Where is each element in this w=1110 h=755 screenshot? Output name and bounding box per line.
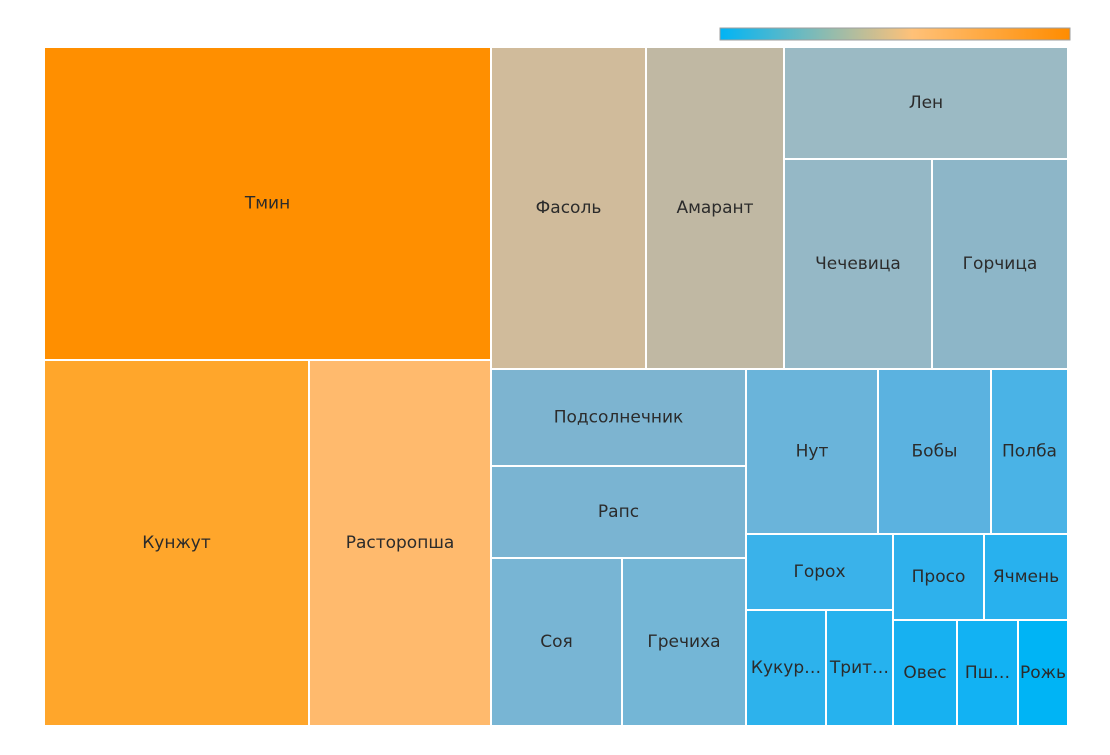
tile-17-rect[interactable] (892, 533, 985, 621)
tile-8-rect[interactable] (931, 158, 1069, 370)
tile-20-rect[interactable] (825, 609, 894, 727)
tile-10-label: Рапс (598, 502, 639, 522)
tile-22-label: Пш… (965, 663, 1010, 683)
tile-12-label: Гречиха (647, 632, 720, 652)
tile-14-rect[interactable] (877, 368, 992, 535)
tile-2-rect[interactable] (43, 359, 310, 727)
tile-4-label: Фасоль (536, 198, 602, 218)
tile-21-rect[interactable] (892, 619, 958, 727)
tile-11-label: Соя (540, 632, 573, 652)
tile-2-label: Кунжут (142, 533, 211, 553)
tile-18-rect[interactable] (983, 533, 1069, 621)
colorbar (719, 27, 1071, 41)
tile-20-label: Трит… (829, 658, 889, 678)
tile-21-label: Овес (903, 663, 946, 683)
tile-23-rect[interactable] (1017, 619, 1069, 727)
tile-15-label: Полба (1002, 442, 1057, 462)
tile-6-label: Лен (909, 93, 943, 113)
tile-17-label: Просо (912, 567, 966, 587)
tile-7-label: Чечевица (815, 254, 901, 274)
tile-1-label: Тмин (244, 194, 290, 214)
tile-19-label: Кукур… (751, 658, 821, 678)
tile-3-label: Расторопша (346, 533, 455, 553)
tile-18-label: Ячмень (993, 567, 1059, 587)
treemap-tiles: Тмин Кунжут Расторопша Фасоль Амарант Лен Чече… (43, 46, 1069, 727)
tile-23-label: Рожь (1020, 663, 1066, 683)
tile-1-rect[interactable] (43, 46, 492, 361)
tile-13-rect[interactable] (745, 368, 879, 535)
tile-10-rect[interactable] (490, 465, 747, 559)
tile-14-label: Бобы (912, 442, 958, 462)
tile-19-rect[interactable] (745, 609, 827, 727)
tile-3-rect[interactable] (308, 359, 492, 727)
tile-4-rect[interactable] (490, 46, 647, 370)
tile-5-label: Амарант (676, 198, 753, 218)
tile-12-rect[interactable] (621, 557, 747, 727)
tile-16-rect[interactable] (745, 533, 894, 611)
tile-9-label: Подсолнечник (554, 408, 684, 428)
tile-22-rect[interactable] (956, 619, 1019, 727)
tile-16-label: Горох (793, 562, 845, 582)
tile-8-label: Горчица (963, 254, 1038, 274)
tile-6-rect[interactable] (783, 46, 1069, 160)
tile-5-rect[interactable] (645, 46, 785, 370)
tile-13-label: Нут (796, 442, 829, 462)
